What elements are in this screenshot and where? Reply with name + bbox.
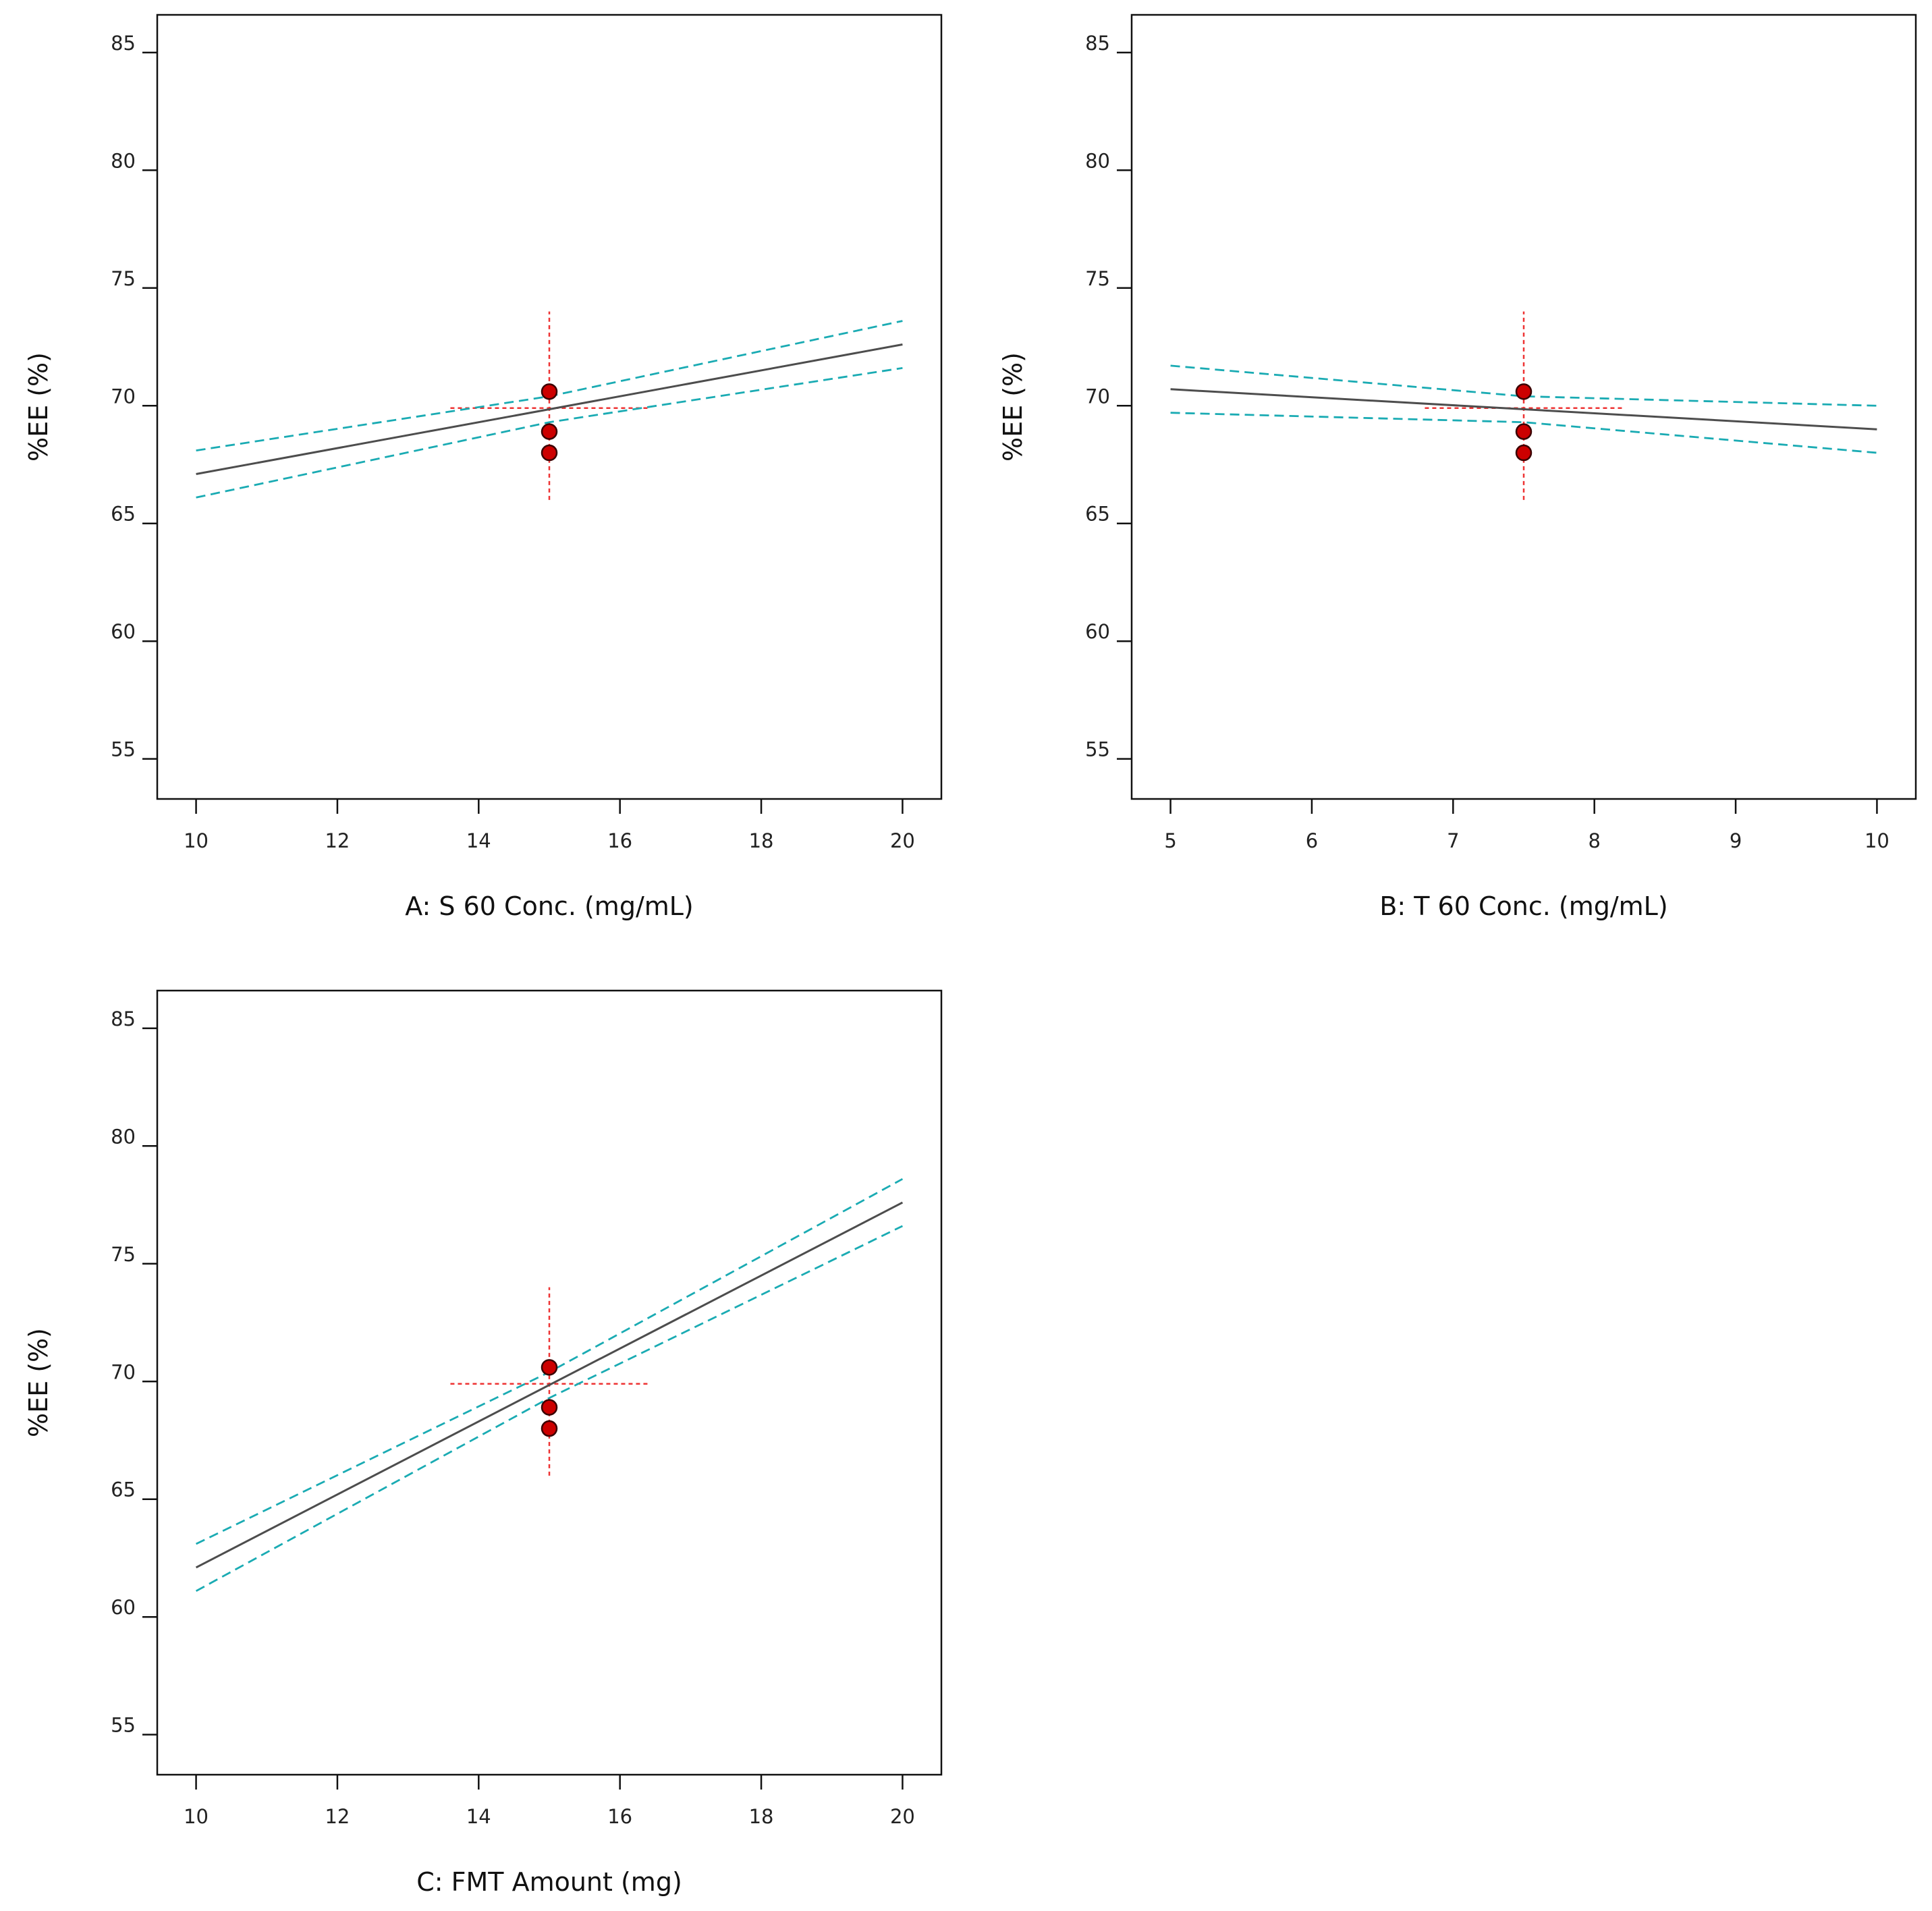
y-axis-title: %EE (%) [24, 352, 53, 462]
design-point [541, 444, 558, 462]
y-tick-label: 65 [111, 503, 136, 526]
lower-ci-line [196, 367, 903, 499]
design-point [1515, 423, 1533, 440]
design-point [541, 1399, 558, 1416]
x-tick-label: 9 [1730, 829, 1742, 852]
y-tick-label: 75 [1085, 267, 1110, 290]
y-tick-label: 85 [111, 32, 136, 55]
x-tick-label: 12 [325, 1805, 350, 1828]
x-tick-label: 7 [1447, 829, 1459, 852]
x-tick-label: 14 [466, 1805, 491, 1828]
design-point [1515, 383, 1533, 400]
y-tick-label: 70 [1085, 385, 1110, 408]
y-tick-label: 55 [1085, 738, 1110, 761]
y-tick-label: 65 [111, 1478, 136, 1501]
design-point [541, 383, 558, 400]
y-tick-label: 85 [111, 1007, 136, 1030]
panel-c: 55 60 65 70 75 80 85 10 12 14 16 18 20 C: FMT Amount … [24, 989, 943, 1897]
x-tick-label: 20 [890, 1805, 915, 1828]
x-tick-label: 16 [607, 1805, 632, 1828]
x-tick-label: 14 [466, 829, 491, 852]
fit-line [1170, 388, 1877, 431]
x-tick-label: 18 [749, 1805, 774, 1828]
x-tick-label: 6 [1306, 829, 1318, 852]
y-tick-label: 85 [1085, 32, 1110, 55]
y-tick-label: 70 [111, 385, 136, 408]
x-axis-title: B: T 60 Conc. (mg/mL) [1379, 891, 1667, 921]
y-tick-label: 70 [111, 1360, 136, 1383]
design-point [541, 1359, 558, 1376]
x-tick-label: 18 [749, 829, 774, 852]
y-tick-label: 55 [111, 738, 136, 761]
x-tick-label: 10 [1865, 829, 1889, 852]
y-tick-label: 55 [111, 1714, 136, 1737]
y-axis-title: %EE (%) [998, 352, 1028, 462]
x-tick-label: 16 [607, 829, 632, 852]
plot-frame [156, 13, 943, 800]
x-tick-label: 8 [1588, 829, 1600, 852]
x-tick-label: 12 [325, 829, 350, 852]
plot-frame [1130, 13, 1917, 800]
x-tick-label: 10 [184, 1805, 209, 1828]
x-tick-label: 5 [1164, 829, 1176, 852]
y-tick-label: 75 [111, 267, 136, 290]
y-tick-label: 60 [1085, 620, 1110, 643]
x-tick-label: 20 [890, 829, 915, 852]
fit-line [195, 1201, 904, 1569]
fit-line [196, 343, 903, 475]
y-axis-title: %EE (%) [24, 1328, 53, 1437]
panel-b: 55 60 65 70 75 80 85 5 6 7 8 9 10 B: T 60 Conc. (mg/m… [998, 13, 1917, 921]
panel-a: 55 60 65 70 75 80 85 10 12 14 16 18 20 A: S 60 Conc. … [24, 13, 943, 921]
x-axis-title: C: FMT Amount (mg) [416, 1867, 682, 1897]
y-tick-label: 60 [111, 1596, 136, 1619]
y-tick-label: 75 [111, 1243, 136, 1266]
x-axis-title: A: S 60 Conc. (mg/mL) [405, 891, 694, 921]
design-point [1515, 444, 1533, 462]
x-tick-label: 10 [184, 829, 209, 852]
plot-frame [156, 989, 943, 1776]
y-tick-label: 80 [1085, 149, 1110, 172]
y-tick-label: 65 [1085, 503, 1110, 526]
y-tick-label: 80 [111, 149, 136, 172]
y-tick-label: 80 [111, 1125, 136, 1148]
lower-ci-line [195, 1225, 904, 1592]
design-point [541, 423, 558, 440]
design-point [541, 1420, 558, 1437]
y-tick-label: 60 [111, 620, 136, 643]
